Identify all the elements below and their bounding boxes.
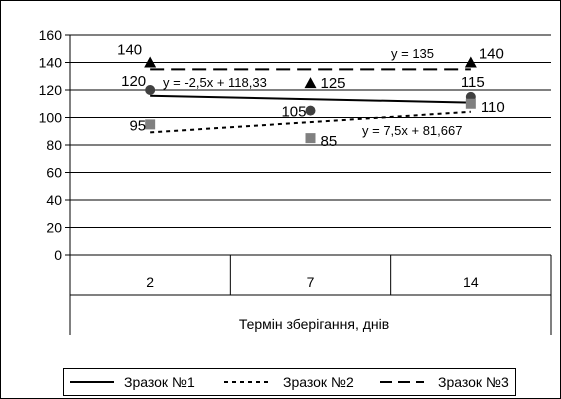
x-tick-labels: 2 7 14 xyxy=(146,274,479,290)
point-label-series-2-2: 95 xyxy=(129,117,146,134)
point-label-series-2-7: 85 xyxy=(321,133,338,150)
trend-equations: y = -2,5x + 118,33 y = 7,5x + 81,667 y = 1… xyxy=(163,46,462,138)
legend-label-series-3: Зразок №3 xyxy=(438,374,509,390)
point-series-3-7 xyxy=(304,77,317,89)
legend-box xyxy=(63,368,516,396)
point-series-3-2 xyxy=(144,56,157,68)
point-label-series-1-14: 115 xyxy=(461,74,485,91)
trend-equation-series-1: y = -2,5x + 118,33 xyxy=(163,75,267,90)
legend-label-series-1: Зразок №1 xyxy=(124,374,195,390)
trend-equation-series-2: y = 7,5x + 81,667 xyxy=(362,123,462,138)
y-tick-label-160: 160 xyxy=(39,27,63,43)
x-tick-label-7: 7 xyxy=(307,274,315,290)
legend-label-series-2: Зразок №2 xyxy=(283,374,354,390)
point-series-2-2 xyxy=(145,119,156,130)
point-label-series-1-2: 120 xyxy=(121,73,146,90)
y-tick-labels: 0 20 40 60 80 100 120 140 160 xyxy=(39,27,63,263)
point-label-series-3-2: 140 xyxy=(117,42,142,59)
y-tick-label-40: 40 xyxy=(46,192,62,208)
point-series-1-2 xyxy=(145,85,156,95)
point-label-series-2-14: 110 xyxy=(481,99,505,116)
point-series-3-14 xyxy=(464,56,477,68)
data-points xyxy=(144,56,477,144)
y-tick-label-140: 140 xyxy=(39,55,63,71)
y-tick-label-80: 80 xyxy=(46,137,62,153)
point-series-2-7 xyxy=(305,133,316,144)
legend: Зразок №1 Зразок №2 Зразок №3 xyxy=(63,368,516,396)
y-tick-label-100: 100 xyxy=(39,110,63,126)
point-label-series-1-7: 105 xyxy=(281,104,306,121)
point-series-1-7 xyxy=(305,105,316,116)
y-tick-label-120: 120 xyxy=(39,82,63,98)
trendlines xyxy=(150,68,471,134)
y-tick-label-60: 60 xyxy=(46,165,62,181)
trendline-series-1 xyxy=(150,94,471,104)
trendline-series-2 xyxy=(150,110,471,134)
point-label-series-3-7: 125 xyxy=(321,75,346,92)
x-tick-label-2: 2 xyxy=(146,274,154,290)
axes xyxy=(65,34,552,335)
x-tick-label-14: 14 xyxy=(463,274,479,290)
trend-equation-series-3: y = 135 xyxy=(391,46,434,61)
point-label-series-3-14: 140 xyxy=(479,46,504,63)
point-series-2-14 xyxy=(465,98,476,109)
y-tick-label-0: 0 xyxy=(54,247,62,263)
y-tick-label-20: 20 xyxy=(46,220,62,236)
point-labels: 120 105 115 95 85 110 140 125 140 xyxy=(117,42,505,151)
x-axis-label: Термін зберігання, днів xyxy=(239,316,389,332)
